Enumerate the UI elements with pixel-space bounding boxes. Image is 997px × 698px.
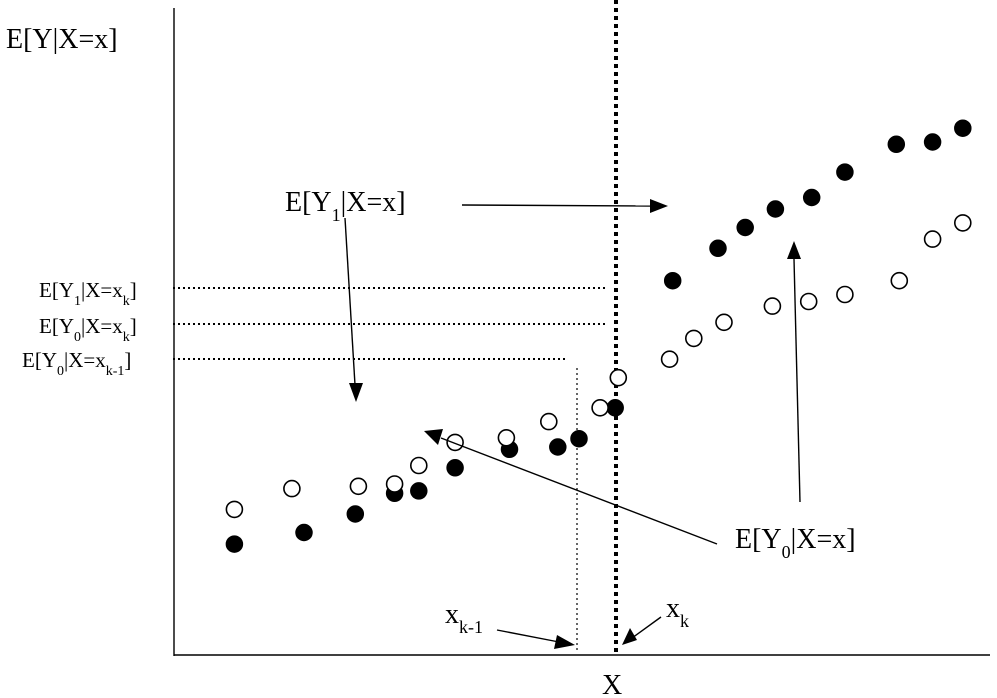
control-point-18 bbox=[923, 230, 942, 248]
treated-point-10 bbox=[606, 399, 624, 417]
y1-at-xk-label: E[Y1|X=xk] bbox=[39, 278, 137, 309]
y0-at-xk1-sub: 0 bbox=[57, 364, 64, 379]
treated-point-2 bbox=[295, 523, 313, 542]
control-point-14 bbox=[763, 297, 782, 315]
control-point-16 bbox=[836, 285, 854, 304]
control-point-6 bbox=[446, 433, 464, 452]
control-point-3 bbox=[349, 477, 368, 496]
control-point-4 bbox=[385, 475, 404, 493]
xk-base: x bbox=[666, 593, 680, 624]
control-arrow-up-head bbox=[787, 241, 801, 259]
y1-at-xk-base: E[Y bbox=[39, 278, 74, 302]
treated-arrow-down bbox=[344, 217, 356, 386]
treated-arrow-right bbox=[461, 204, 654, 207]
treated-point-19 bbox=[954, 119, 972, 137]
control-curve-label-tail: |X=x] bbox=[791, 524, 856, 555]
treated-point-8 bbox=[549, 438, 567, 456]
y0-at-xk-mid: |X=x bbox=[81, 314, 123, 338]
y-axis-label: E[Y|X=x] bbox=[6, 24, 118, 55]
y0-at-xk-sub: 0 bbox=[74, 330, 81, 345]
xk1-arrow-head bbox=[554, 635, 575, 649]
control-curve-label-base: E[Y bbox=[735, 524, 782, 555]
control-points bbox=[225, 214, 972, 519]
treated-point-12 bbox=[709, 239, 727, 258]
control-point-5 bbox=[409, 456, 428, 475]
control-point-10 bbox=[609, 368, 628, 387]
xk1-sub: k-1 bbox=[459, 617, 483, 637]
treated-point-9 bbox=[570, 429, 588, 448]
treated-point-6 bbox=[446, 459, 464, 477]
y1-at-xk-mid: |X=x bbox=[81, 278, 123, 302]
control-point-11 bbox=[660, 350, 679, 369]
treated-point-17 bbox=[887, 135, 906, 154]
treated-arrow-right-head bbox=[650, 199, 668, 213]
control-point-8 bbox=[539, 412, 558, 431]
control-point-7 bbox=[497, 428, 516, 447]
y0-at-xk1-tail: ] bbox=[124, 348, 131, 372]
x-axis-label: X bbox=[602, 670, 622, 698]
xk1-base: x bbox=[445, 599, 459, 630]
treated-arrow-down-head bbox=[349, 383, 363, 402]
treated-curve-label-base: E[Y bbox=[285, 187, 332, 218]
control-curve-label: E[Y0|X=x] bbox=[735, 524, 856, 562]
y0-at-xk1-label: E[Y0|X=xk-1] bbox=[22, 348, 131, 379]
control-point-12 bbox=[684, 329, 703, 348]
treated-point-11 bbox=[663, 271, 682, 290]
y1-at-xk-sub2: k bbox=[123, 294, 130, 309]
treated-point-18 bbox=[923, 133, 942, 151]
control-curve-label-sub: 0 bbox=[782, 542, 791, 562]
y0-at-xk-base: E[Y bbox=[39, 314, 74, 338]
xk1-label: xk-1 bbox=[445, 599, 483, 637]
control-point-9 bbox=[591, 398, 609, 417]
treated-curve-label-tail: |X=x] bbox=[341, 187, 406, 218]
treated-point-3 bbox=[346, 505, 365, 523]
treated-point-16 bbox=[836, 163, 854, 181]
control-point-1 bbox=[225, 500, 244, 519]
y1-at-xk-sub: 1 bbox=[74, 294, 81, 309]
y0-at-xk1-base: E[Y bbox=[22, 348, 57, 372]
control-point-17 bbox=[890, 271, 909, 290]
control-arrow-left-head bbox=[424, 429, 443, 445]
treated-points bbox=[225, 119, 972, 553]
control-arrow-left bbox=[440, 437, 718, 545]
y0-at-xk1-mid: |X=x bbox=[64, 348, 106, 372]
treated-curve-label-sub: 1 bbox=[332, 205, 341, 225]
control-point-19 bbox=[953, 214, 972, 232]
xk-arrow bbox=[631, 616, 662, 639]
treated-point-1 bbox=[225, 535, 244, 553]
y0-at-xk-tail: ] bbox=[130, 314, 137, 338]
xk-label: xk bbox=[666, 593, 689, 631]
control-point-13 bbox=[715, 313, 733, 332]
treated-point-5 bbox=[410, 482, 428, 500]
y1-at-xk-tail: ] bbox=[130, 278, 137, 302]
y0-at-xk1-sub2: k-1 bbox=[106, 364, 125, 379]
control-point-2 bbox=[283, 479, 301, 498]
treated-point-13 bbox=[736, 218, 754, 237]
treated-curve-label: E[Y1|X=x] bbox=[285, 187, 406, 225]
treated-point-15 bbox=[802, 188, 821, 207]
treated-point-14 bbox=[766, 200, 785, 218]
y0-at-xk-sub2: k bbox=[123, 330, 130, 345]
y0-at-xk-label: E[Y0|X=xk] bbox=[39, 314, 137, 345]
xk-sub: k bbox=[680, 611, 689, 631]
control-arrow-up bbox=[793, 258, 801, 503]
xk1-arrow bbox=[496, 629, 560, 643]
xk-arrow-head bbox=[622, 628, 637, 645]
control-point-15 bbox=[799, 292, 818, 311]
